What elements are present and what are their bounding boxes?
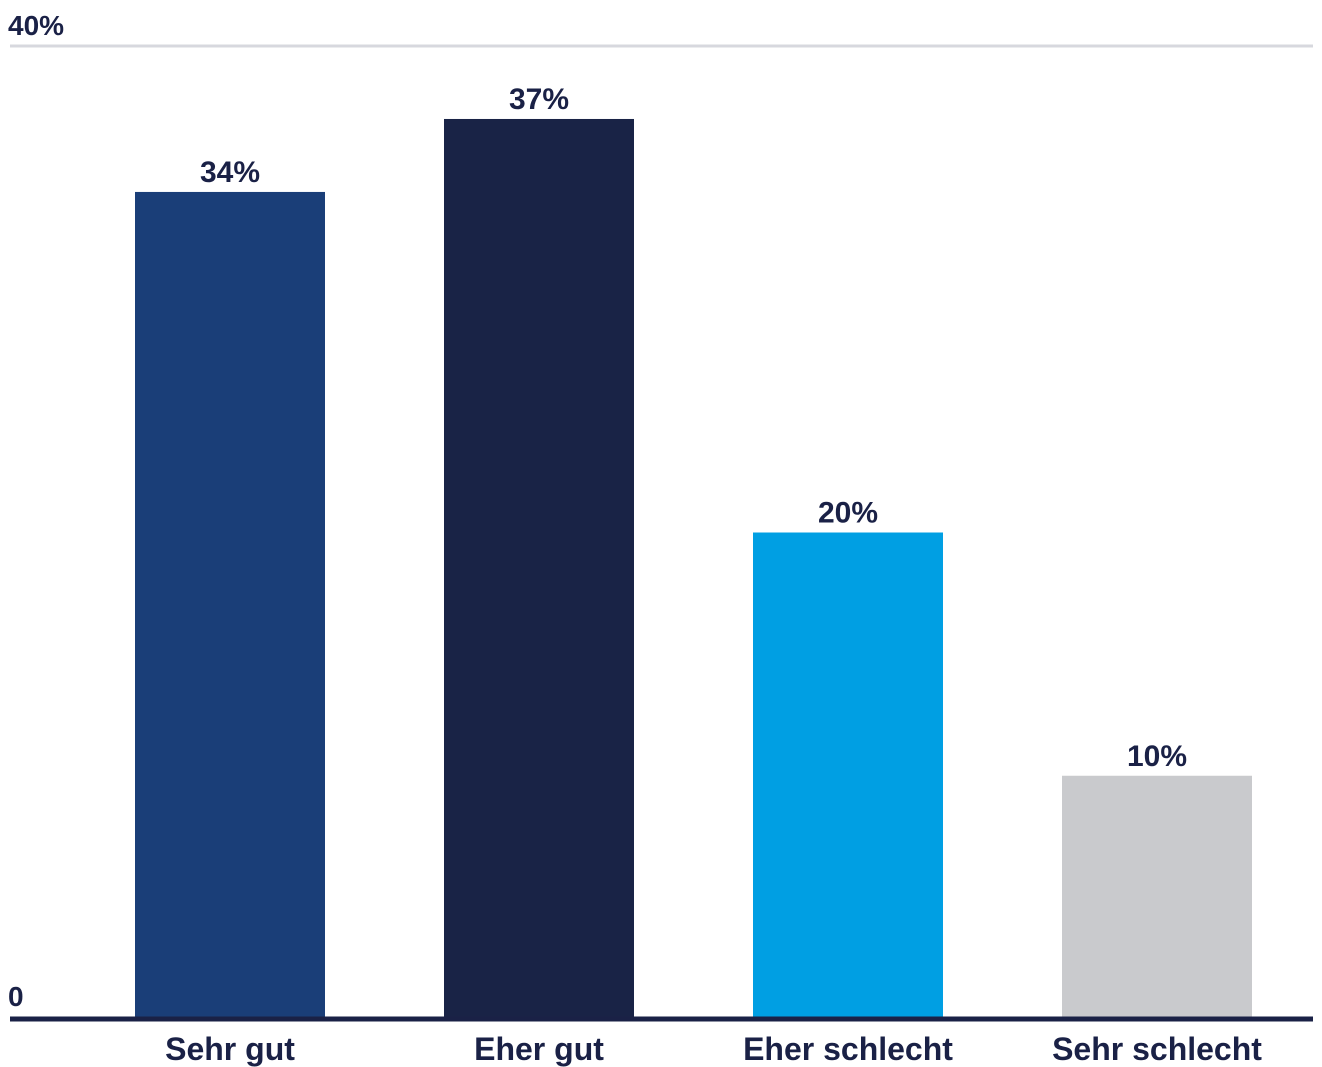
bar-sehr-gut [135, 191, 325, 1019]
data-label: 20% [818, 497, 878, 530]
x-tick-label: Eher gut [474, 1031, 604, 1067]
bar-group: 34% Sehr gut 37% Eher gut 20% Eher schlecht 10… [135, 83, 1262, 1067]
bar-eher-schlecht [753, 532, 943, 1019]
x-tick-label: Sehr gut [165, 1031, 295, 1067]
x-tick-label: Sehr schlecht [1052, 1031, 1262, 1067]
bar-sehr-schlecht [1062, 775, 1252, 1019]
y-tick-label-zero: 0 [8, 981, 24, 1012]
x-tick-label: Eher schlecht [743, 1031, 953, 1067]
data-label: 37% [509, 83, 569, 116]
data-label: 34% [200, 156, 260, 189]
y-tick-label-top: 40% [8, 10, 64, 41]
bar-eher-gut [444, 118, 634, 1020]
data-label: 10% [1127, 740, 1187, 773]
